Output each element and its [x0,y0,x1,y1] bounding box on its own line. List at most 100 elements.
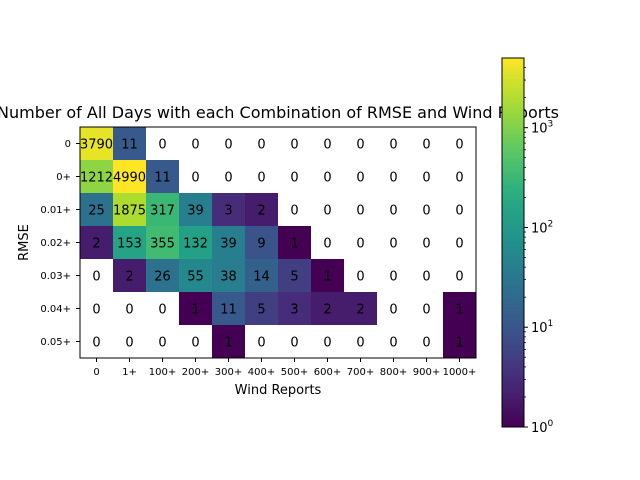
y-tick-label: 0.01+ [40,205,71,216]
cell-value-label: 0 [125,336,133,351]
heatmap-cell [311,259,344,292]
cell-value-label: 0 [92,270,100,285]
cell-value-label: 2 [323,303,331,318]
heatmap-cell [179,226,212,259]
cell-value-label: 0 [158,303,166,318]
cell-value-label: 11 [121,138,138,153]
x-tick-label: 500+ [281,367,308,378]
heatmap-cell [311,226,344,259]
heatmap-cell [311,127,344,160]
heatmap-cell [443,226,476,259]
heatmap-cell [245,127,278,160]
cell-value-label: 3 [290,303,298,318]
cell-value-label: 0 [257,336,265,351]
x-axis-label: Wind Reports [235,383,322,398]
x-tick-label: 600+ [314,367,341,378]
y-tick-label: 0.03+ [40,271,71,282]
x-tick-label: 1+ [122,367,137,378]
cell-value-label: 0 [158,336,166,351]
cell-value-label: 0 [323,237,331,252]
heatmap-cell [146,127,179,160]
cell-value-label: 1 [455,303,463,318]
colorbar [501,57,525,428]
cell-value-label: 0 [422,171,430,186]
y-tick-label: 0.05+ [40,337,71,348]
heatmap-cell [80,259,113,292]
colorbar-tick-label: 102 [531,219,553,236]
heatmap-cell [146,259,179,292]
heatmap-cell [245,292,278,325]
heatmap-cell [410,325,443,358]
heatmap-cell [344,259,377,292]
heatmap-cell [377,259,410,292]
heatmap-cell [80,292,113,325]
cell-value-label: 39 [187,204,204,219]
cell-value-label: 0 [191,171,199,186]
cell-value-label: 0 [290,138,298,153]
cell-value-label: 0 [389,171,397,186]
cell-value-label: 355 [150,237,175,252]
cell-value-label: 0 [455,138,463,153]
heatmap-cell [179,193,212,226]
cell-value-label: 3790 [80,138,113,153]
cell-value-label: 0 [422,270,430,285]
cell-value-label: 1 [224,336,232,351]
cell-value-label: 0 [422,204,430,219]
heatmap-cell [344,160,377,193]
heatmap-cell [443,259,476,292]
cell-value-label: 3 [224,204,232,219]
cell-value-label: 0 [323,171,331,186]
cell-value-label: 0 [455,270,463,285]
heatmap-cell [410,127,443,160]
x-tick-label: 900+ [413,367,440,378]
cell-value-label: 0 [125,303,133,318]
heatmap-cell [443,292,476,325]
cell-value-label: 5 [257,303,265,318]
heatmap-cell [245,259,278,292]
cell-value-label: 5 [290,270,298,285]
heatmap-cell [311,193,344,226]
cell-value-label: 1 [191,303,199,318]
cell-value-label: 0 [356,204,364,219]
cell-value-label: 9 [257,237,265,252]
cell-value-label: 0 [257,171,265,186]
cell-value-label: 0 [191,138,199,153]
heatmap-cell [443,325,476,358]
cell-value-label: 1 [290,237,298,252]
heatmap-cell [410,259,443,292]
cell-value-label: 11 [154,171,171,186]
heatmap-cell [179,127,212,160]
x-tick-label: 0 [93,367,99,378]
heatmap-cell [377,325,410,358]
cell-value-label: 0 [389,270,397,285]
heatmap-cell [344,292,377,325]
heatmap-cell [80,226,113,259]
cell-value-label: 0 [158,138,166,153]
heatmap-cell [410,193,443,226]
chart-title: Number of All Days with each Combination… [0,103,559,122]
cell-value-label: 0 [389,336,397,351]
cell-value-label: 0 [323,138,331,153]
colorbar-tick-label: 101 [531,319,553,336]
cell-value-label: 0 [389,138,397,153]
heatmap-cell [212,193,245,226]
cell-value-label: 14 [253,270,270,285]
cell-value-label: 2 [92,237,100,252]
cell-value-label: 0 [290,171,298,186]
heatmap-cell [245,325,278,358]
heatmap-cell [113,226,146,259]
heatmap-cell [377,127,410,160]
cell-value-label: 132 [183,237,208,252]
cell-value-label: 0 [290,204,298,219]
heatmap-cell [245,160,278,193]
heatmap-cell [245,193,278,226]
heatmap-cell [146,160,179,193]
cell-value-label: 26 [154,270,171,285]
cell-value-label: 1 [323,270,331,285]
heatmap-cell [344,325,377,358]
heatmap-cell [311,325,344,358]
heatmap-cell [80,127,113,160]
x-tick-label: 300+ [215,367,242,378]
